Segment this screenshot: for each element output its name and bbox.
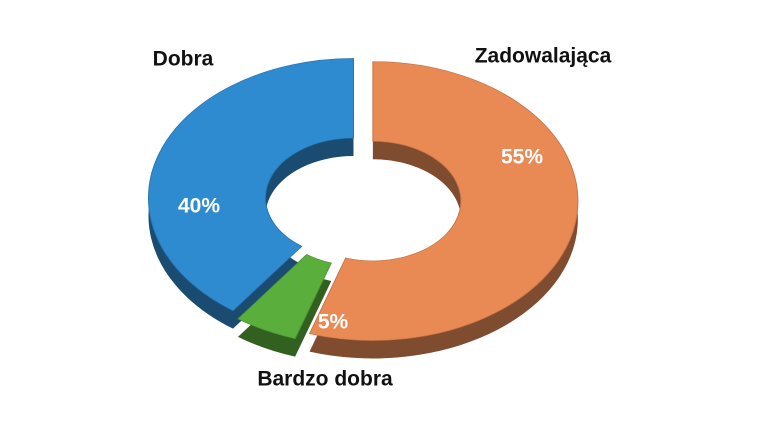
slice [308,61,579,341]
donut-top [147,58,579,341]
slice [237,253,332,340]
slice-label: 5% [318,311,349,334]
category-label: Zadowalająca [475,45,612,68]
slice-label: 55% [501,146,543,169]
category-label: Dobra [153,48,214,71]
category-label: Bardzo dobra [257,368,393,391]
slice [147,58,354,312]
slice-label: 40% [178,195,220,218]
